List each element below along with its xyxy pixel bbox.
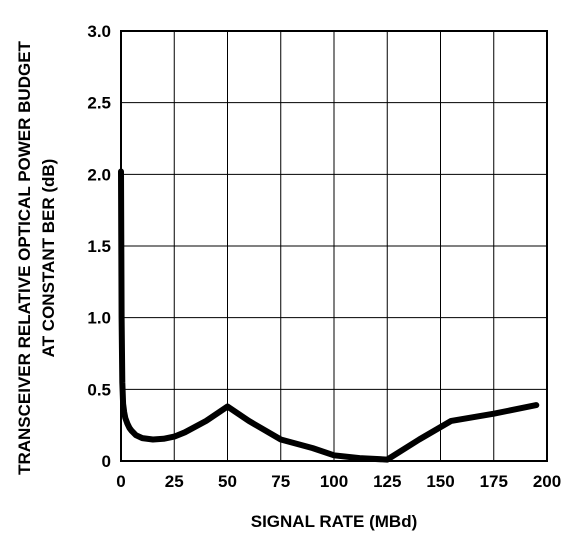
y-axis-label-line2: AT CONSTANT BER (dB) — [39, 159, 58, 358]
grid — [120, 30, 548, 462]
x-tick-label: 125 — [373, 472, 401, 491]
x-tick-label: 75 — [271, 472, 290, 491]
y-tick-label: 1.5 — [87, 237, 111, 256]
series-line — [118, 168, 540, 463]
y-tick-label: 1.0 — [87, 309, 111, 328]
y-tick-label: 0 — [102, 452, 111, 471]
y-tick-label: 2.5 — [87, 94, 111, 113]
y-tick-label: 0.5 — [87, 380, 111, 399]
x-tick-label: 175 — [480, 472, 508, 491]
y-tick-label: 3.0 — [87, 22, 111, 41]
x-axis-label: SIGNAL RATE (MBd) — [251, 512, 418, 531]
x-tick-label: 0 — [116, 472, 125, 491]
y-axis-label-line1: TRANSCEIVER RELATIVE OPTICAL POWER BUDGE… — [15, 40, 34, 474]
x-tick-label: 50 — [218, 472, 237, 491]
x-tick-label: 25 — [165, 472, 184, 491]
x-tick-label: 200 — [533, 472, 561, 491]
y-tick-label: 2.0 — [87, 165, 111, 184]
x-tick-label: 150 — [426, 472, 454, 491]
x-tick-labels: 0 25 50 75 100 125 150 175 200 — [116, 472, 561, 491]
x-tick-label: 100 — [320, 472, 348, 491]
y-tick-labels: 0 0.5 1.0 1.5 2.0 2.5 3.0 — [87, 22, 111, 471]
